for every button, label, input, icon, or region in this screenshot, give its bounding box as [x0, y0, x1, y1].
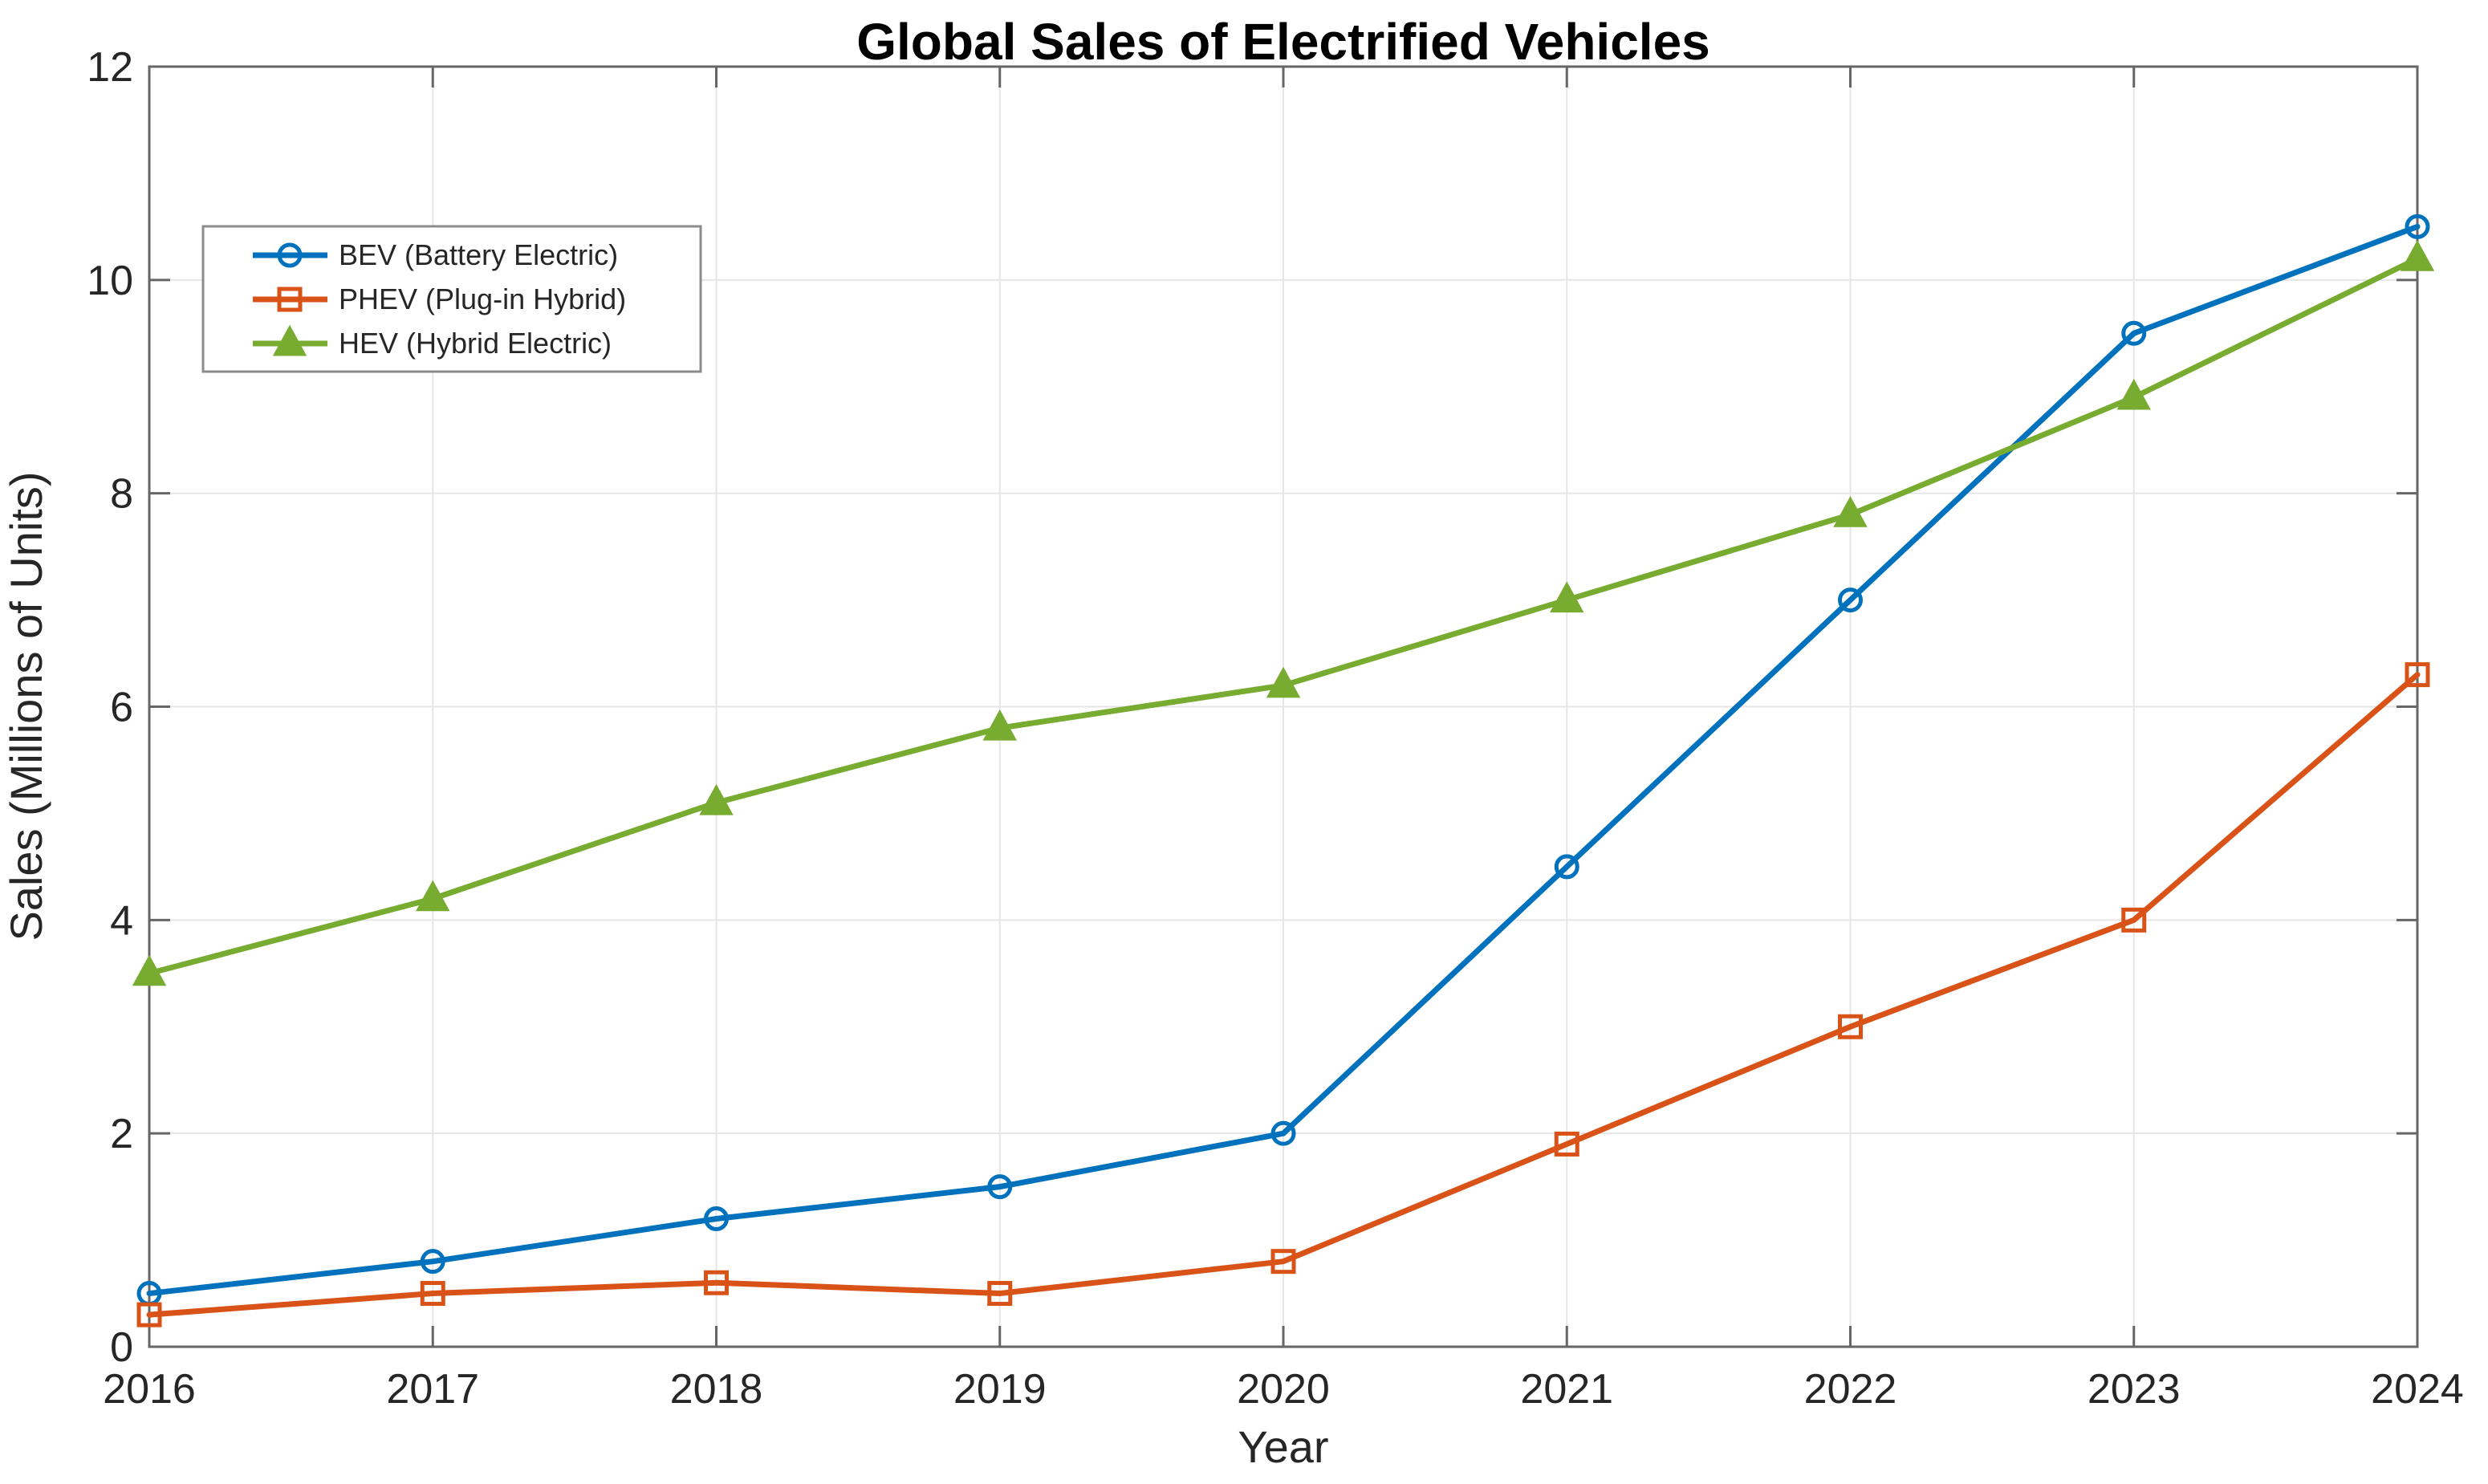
x-tick-label: 2021	[1520, 1366, 1613, 1413]
marker-square	[277, 287, 303, 312]
chart-title: Global Sales of Electrified Vehicles	[856, 13, 1710, 71]
y-tick-label: 4	[110, 897, 133, 944]
series-layer	[132, 213, 2435, 1327]
marker-square	[2121, 907, 2147, 933]
x-tick-label: 2016	[103, 1366, 196, 1413]
series-line	[146, 223, 2421, 1297]
marker-circle	[420, 1249, 445, 1275]
marker-circle	[277, 242, 303, 268]
marker-triangle	[2400, 240, 2435, 271]
x-tick-label: 2020	[1237, 1366, 1330, 1413]
marker-square	[1554, 1131, 1579, 1157]
legend-entry-phev: PHEV (Plug-in Hybrid)	[253, 283, 626, 315]
marker-triangle	[1550, 581, 1584, 613]
y-tick-label: 6	[110, 685, 133, 731]
marker-square	[987, 1281, 1013, 1307]
axis-layer: 2016 2017 2018 2019 2020 2021 2022 2023 2024 0 2 4 6…	[87, 44, 2464, 1413]
series-bev	[136, 213, 2430, 1307]
marker-triangle	[699, 783, 734, 815]
marker-circle	[2121, 320, 2147, 346]
series-hev	[132, 240, 2435, 986]
x-tick-label: 2019	[953, 1366, 1047, 1413]
x-tick-label: 2022	[1804, 1366, 1897, 1413]
x-axis-label: Year	[1238, 1421, 1328, 1472]
marker-triangle	[982, 709, 1017, 741]
marker-triangle	[272, 324, 307, 356]
legend-label-bev: BEV (Battery Electric)	[339, 238, 618, 271]
legend-label-phev: PHEV (Plug-in Hybrid)	[339, 283, 626, 315]
y-axis-label: Sales (Millions of Units)	[1, 471, 51, 941]
marker-triangle	[2116, 378, 2151, 410]
marker-circle	[987, 1174, 1013, 1200]
marker-triangle	[1833, 496, 1868, 527]
marker-circle	[1838, 588, 1863, 613]
marker-circle	[1554, 854, 1579, 880]
y-tick-label: 0	[110, 1324, 133, 1371]
x-tick-label: 2023	[2088, 1366, 2181, 1413]
marker-square	[420, 1281, 445, 1307]
marker-triangle	[132, 954, 167, 986]
legend-sample-bev	[253, 242, 327, 268]
x-tick-label: 2024	[2371, 1366, 2464, 1413]
legend-label-hev: HEV (Hybrid Electric)	[339, 327, 612, 360]
marker-triangle	[1266, 666, 1301, 698]
series-phev	[136, 662, 2430, 1327]
marker-circle	[1270, 1120, 1296, 1146]
marker-triangle	[416, 880, 450, 912]
marker-square	[136, 1302, 162, 1327]
x-tick-label: 2018	[670, 1366, 763, 1413]
marker-circle	[704, 1206, 729, 1231]
y-tick-label: 12	[87, 44, 133, 91]
legend-sample-phev	[253, 287, 327, 312]
marker-square	[2405, 662, 2430, 688]
legend-sample-hev	[253, 324, 327, 356]
marker-square	[704, 1270, 729, 1295]
marker-square	[1838, 1014, 1863, 1039]
marker-square	[1270, 1249, 1296, 1275]
legend-entry-hev: HEV (Hybrid Electric)	[253, 324, 612, 360]
y-tick-label: 8	[110, 471, 133, 518]
marker-circle	[2405, 213, 2430, 239]
y-tick-label: 10	[87, 258, 133, 304]
legend: BEV (Battery Electric) PHEV (Plug-in Hyb…	[201, 225, 702, 373]
series-line	[146, 672, 2421, 1318]
legend-entry-bev: BEV (Battery Electric)	[253, 238, 618, 271]
x-tick-label: 2017	[386, 1366, 479, 1413]
y-tick-label: 2	[110, 1111, 133, 1157]
